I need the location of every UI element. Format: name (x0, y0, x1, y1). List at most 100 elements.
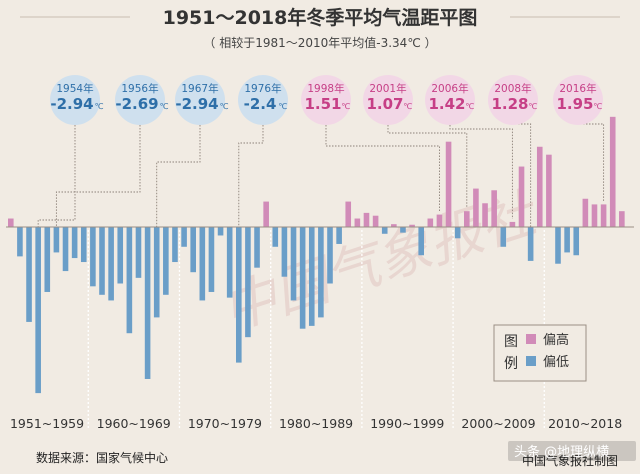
group-label: 1990~1999 (370, 416, 444, 431)
bar-2001 (464, 211, 470, 227)
bar-1993 (391, 224, 397, 227)
bar-2000 (454, 227, 461, 239)
callout-year: 2006年 (431, 82, 468, 95)
legend-swatch (526, 334, 536, 344)
callout-year: 1998年 (307, 82, 344, 95)
chart-title: 1951～2018年冬季平均气温距平图 (163, 6, 478, 29)
bar-1971 (190, 227, 196, 273)
bar-2013 (573, 227, 580, 256)
bar-1986 (327, 227, 333, 284)
bar-2014 (582, 198, 589, 227)
chart-credit: 中国气象报社制图 (522, 453, 618, 468)
callout-unit: ℃ (95, 102, 104, 111)
bar-1997 (427, 218, 434, 227)
bar-2003 (482, 203, 488, 227)
callout-value: 1.07 (366, 95, 403, 113)
chart-header: 1951～2018年冬季平均气温距平图 （ 相较于1981～2010年平均值-3… (20, 6, 620, 50)
group-label: 2000~2009 (461, 416, 535, 431)
bar-1988 (345, 201, 352, 227)
bar-1995 (409, 224, 415, 227)
leader-1998 (325, 125, 440, 212)
bar-2017 (609, 116, 616, 227)
callout-value: -2.94 (175, 95, 218, 113)
bar-1960 (90, 227, 96, 287)
bar-2012 (564, 227, 570, 253)
bar-1978 (254, 227, 260, 268)
callout-year: 1954年 (56, 82, 93, 95)
bar-1979 (263, 201, 269, 227)
bar-1980 (272, 227, 279, 247)
callout-unit: ℃ (220, 102, 229, 111)
bar-1961 (99, 227, 105, 295)
leader-2006 (449, 125, 513, 219)
bar-1992 (381, 227, 388, 234)
group-label: 2010~2018 (548, 416, 622, 431)
bar-2002 (473, 188, 479, 227)
bar-1969 (172, 227, 178, 263)
legend-box (493, 324, 587, 382)
group-label: 1960~1969 (97, 416, 171, 431)
callout-value: -2.69 (115, 95, 158, 113)
callout-bubble-1954 (50, 75, 100, 125)
group-label: 1951~1959 (10, 416, 84, 431)
legend-label: 偏低 (543, 355, 569, 370)
bar-1981 (281, 227, 288, 277)
bar-2007 (518, 166, 525, 227)
bar-1984 (308, 227, 315, 326)
callout-value: 1.42 (428, 95, 465, 113)
bar-1991 (372, 215, 379, 227)
bar-1998 (436, 214, 443, 227)
callout-bubble-2016 (553, 75, 603, 125)
bar-1983 (299, 227, 306, 329)
group-label: 1970~1979 (188, 416, 262, 431)
bar-2016 (600, 204, 607, 227)
callout-unit: ℃ (278, 102, 287, 111)
legend-label: 偏高 (543, 332, 569, 348)
chart-subtitle: （ 相较于1981～2010年平均值-3.34℃ ） (203, 35, 436, 50)
leader-2016 (577, 123, 605, 202)
bar-1968 (163, 227, 169, 295)
legend-title-char: 图 (504, 334, 518, 350)
bar-1970 (181, 227, 187, 247)
callout-bubble-1998 (301, 75, 351, 125)
leader-1956 (55, 125, 141, 227)
bar-1957 (62, 227, 69, 272)
callout-bubble-1967 (175, 75, 225, 125)
bar-2004 (491, 190, 497, 227)
bar-1965 (135, 227, 142, 278)
bar-1974 (217, 227, 224, 236)
bar-1996 (418, 227, 424, 256)
callout-bubble-1976 (238, 75, 288, 125)
bar-1964 (126, 227, 133, 334)
bar-1975 (226, 227, 233, 298)
callout-unit: ℃ (528, 102, 537, 111)
bar-2005 (500, 227, 507, 247)
leader-1954 (37, 125, 76, 227)
bar-2015 (591, 204, 598, 227)
bar-1959 (80, 227, 87, 263)
callout-value: 1.95 (556, 95, 593, 113)
callout-value: -2.4 (244, 95, 277, 113)
bar-1963 (117, 227, 124, 284)
callout-value: 1.28 (491, 95, 528, 113)
callout-unit: ℃ (593, 102, 602, 111)
callout-value: -2.94 (50, 95, 93, 113)
bar-1955 (44, 227, 51, 292)
leader-2001 (387, 125, 468, 209)
bar-1994 (400, 227, 406, 233)
bar-2006 (509, 221, 516, 227)
data-source: 数据来源：国家气候中心 (36, 450, 168, 465)
bars (8, 116, 625, 394)
callout-year: 1967年 (181, 82, 218, 95)
callout-bubble-2001 (363, 75, 413, 125)
group-label: 1980~1989 (279, 416, 353, 431)
bar-1999 (445, 141, 452, 227)
bar-1990 (363, 212, 370, 227)
bar-1958 (71, 227, 78, 259)
bar-2008 (527, 227, 534, 261)
bar-1985 (318, 227, 324, 318)
leader-1976 (238, 125, 264, 227)
bar-1982 (290, 227, 297, 301)
